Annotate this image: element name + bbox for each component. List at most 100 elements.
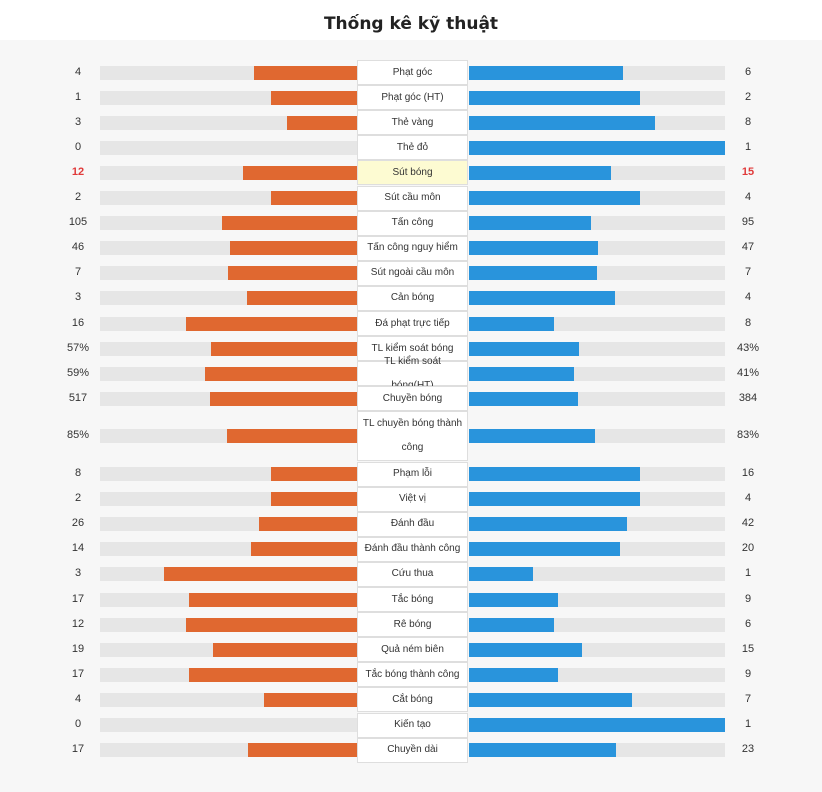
stat-row: 4 Cắt bóng 7 [0, 687, 822, 713]
home-value: 1 [74, 90, 82, 103]
home-bar [271, 191, 357, 205]
stat-row: 2 Sút cầu môn 4 [0, 185, 822, 211]
away-bar-track [469, 567, 725, 582]
away-value: 1 [744, 567, 752, 580]
home-bar-track [100, 429, 357, 444]
home-bar-track [100, 567, 357, 582]
away-bar-track [469, 366, 725, 381]
home-value: 4 [74, 65, 82, 78]
stat-label: Phạt góc [357, 60, 468, 85]
home-bar [186, 617, 357, 632]
away-bar [469, 241, 598, 256]
away-value: 7 [744, 692, 752, 705]
home-bar [254, 65, 357, 80]
home-bar-track [100, 592, 357, 607]
home-bar-track [100, 391, 357, 406]
away-bar-track [469, 718, 725, 732]
stat-row: 8 Phạm lỗi 16 [0, 461, 822, 487]
away-bar-track [469, 492, 725, 507]
stat-row: 12 Sút bóng 15 [0, 160, 822, 186]
home-bar-track [100, 316, 357, 331]
away-value: 95 [741, 216, 755, 229]
stat-label: Rê bóng [357, 612, 468, 638]
away-bar [469, 90, 640, 105]
away-bar-track [469, 291, 725, 306]
away-bar [469, 341, 579, 356]
stat-label: Chuyền bóng [357, 386, 468, 412]
stat-label: Đánh đầu [357, 511, 468, 537]
home-value: 26 [71, 517, 85, 530]
away-bar [469, 65, 623, 80]
away-bar-track [469, 191, 725, 205]
home-value: 7 [74, 266, 82, 279]
stat-label: Đá phạt trực tiếp [357, 311, 468, 336]
home-value: 2 [74, 492, 82, 505]
home-bar [210, 391, 357, 406]
stat-label: Phạt góc (HT) [357, 85, 468, 111]
away-value: 4 [744, 191, 752, 203]
away-bar [469, 567, 533, 582]
home-bar [222, 216, 357, 231]
stat-label: Đánh đầu thành công [357, 536, 468, 562]
home-bar-track [100, 115, 357, 130]
home-value: 19 [71, 642, 85, 655]
home-value: 59% [66, 366, 90, 379]
stat-row: 85% TL chuyền bóng thành công 83% [0, 411, 822, 462]
stat-row: 3 Cứu thua 1 [0, 561, 822, 587]
home-bar [271, 90, 357, 105]
away-bar [469, 542, 620, 557]
home-bar-track [100, 467, 357, 481]
away-value: 42 [741, 517, 755, 530]
away-bar [469, 140, 725, 155]
away-bar-track [469, 429, 725, 444]
home-value: 17 [71, 592, 85, 605]
away-bar [469, 291, 615, 306]
away-bar-track [469, 667, 725, 682]
away-bar-track [469, 341, 725, 356]
away-value: 15 [741, 642, 755, 655]
away-bar-track [469, 391, 725, 406]
home-value: 12 [71, 165, 85, 178]
home-value: 3 [74, 567, 82, 580]
stat-label: TL kiểm soát bóng [357, 336, 468, 362]
home-bar-track [100, 241, 357, 256]
away-bar-track [469, 115, 725, 130]
stat-row: 517 Chuyền bóng 384 [0, 386, 822, 412]
away-value: 2 [744, 90, 752, 103]
home-bar-track [100, 617, 357, 632]
away-bar [469, 316, 554, 331]
stat-row: 17 Chuyền dài 23 [0, 737, 822, 763]
home-bar [211, 341, 357, 356]
away-bar-track [469, 642, 725, 657]
home-value: 16 [71, 316, 85, 329]
away-bar [469, 391, 578, 406]
home-bar [228, 266, 357, 281]
stat-row: 46 Tấn công nguy hiểm 47 [0, 235, 822, 261]
away-bar-track [469, 140, 725, 155]
home-bar-track [100, 692, 357, 707]
away-bar [469, 667, 558, 682]
home-bar [251, 542, 357, 557]
away-value: 15 [741, 165, 755, 178]
away-bar-track [469, 241, 725, 256]
away-bar [469, 517, 627, 532]
away-value: 23 [741, 743, 755, 756]
away-value: 1 [744, 718, 752, 730]
away-value: 9 [744, 667, 752, 680]
away-value: 16 [741, 467, 755, 479]
page-title: Thống kê kỹ thuật [0, 0, 822, 40]
away-bar [469, 718, 725, 732]
away-bar-track [469, 542, 725, 557]
away-bar [469, 216, 591, 231]
home-value: 46 [71, 241, 85, 254]
home-bar [189, 592, 357, 607]
home-bar [213, 642, 357, 657]
stat-row: 14 Đánh đầu thành công 20 [0, 536, 822, 562]
home-value: 517 [68, 391, 88, 404]
stat-label: Tấn công [357, 210, 468, 236]
home-bar-track [100, 542, 357, 557]
away-value: 1 [744, 140, 752, 153]
away-bar-track [469, 65, 725, 80]
stat-label: Thẻ đỏ [357, 135, 468, 161]
home-value: 3 [74, 115, 82, 128]
